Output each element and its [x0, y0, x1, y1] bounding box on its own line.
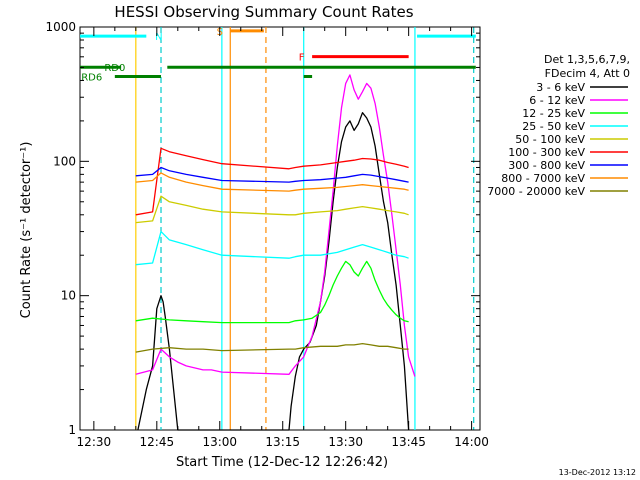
y-axis: 1 10 100 1000 [45, 20, 480, 437]
legend: Det 1,3,5,6,7,9, FDecim 4, Att 0 3 - 6 k… [487, 53, 630, 198]
legend-label-8: 7000 - 20000 keV [487, 185, 585, 198]
series-line-2 [135, 260, 409, 324]
legend-label-2: 12 - 25 keV [522, 107, 585, 120]
legend-label-5: 100 - 300 keV [508, 146, 585, 159]
series-lines [135, 74, 416, 431]
legend-label-7: 800 - 7000 keV [501, 172, 585, 185]
x-axis: 12:30 12:45 13:00 13:15 13:30 13:45 14:00 [77, 27, 489, 449]
y-tick-label-1: 10 [61, 289, 76, 303]
x-tick-label-0: 12:30 [77, 435, 112, 449]
x-tick-label-5: 13:45 [391, 435, 426, 449]
series-line-6 [135, 166, 409, 183]
y-tick-label-2: 100 [53, 154, 76, 168]
observing-flags: NSFRD0RD6 [80, 27, 476, 84]
flag-label-6: RD6 [81, 73, 102, 84]
legend-label-3: 25 - 50 keV [522, 120, 585, 133]
y-tick-label-3: 1000 [45, 20, 76, 34]
series-line-8 [135, 342, 409, 353]
vertical-markers [135, 27, 475, 430]
x-tick-label-1: 12:45 [140, 435, 175, 449]
series-line-5 [135, 147, 409, 216]
x-tick-label-6: 14:00 [454, 435, 489, 449]
plot-frame [79, 26, 481, 431]
x-tick-label-2: 13:00 [202, 435, 237, 449]
legend-label-1: 6 - 12 keV [529, 94, 585, 107]
legend-header-line-2: FDecim 4, Att 0 [545, 67, 630, 80]
x-tick-label-3: 13:15 [265, 435, 300, 449]
series-line-3 [135, 230, 409, 266]
y-tick-label-0: 1 [68, 423, 76, 437]
series-line-7 [135, 172, 409, 192]
legend-header-line-1: Det 1,3,5,6,7,9, [544, 53, 630, 66]
legend-label-4: 50 - 100 keV [515, 133, 585, 146]
x-tick-label-4: 13:30 [328, 435, 363, 449]
series-line-0 [137, 112, 410, 431]
series-line-4 [135, 195, 409, 224]
footer-timestamp: 13-Dec-2012 13:12 [559, 468, 636, 477]
x-axis-label: Start Time (12-Dec-12 12:26:42) [176, 455, 388, 470]
y-axis-label: Count Rate (s⁻¹ detector⁻¹) [19, 142, 34, 319]
series-line-1 [135, 74, 416, 377]
flag-label-4: RD0 [104, 63, 125, 74]
flag-label-0: N [155, 32, 162, 43]
chart-title: HESSI Observing Summary Count Rates [114, 3, 413, 21]
plot-area: NSFRD0RD6 [79, 26, 481, 431]
legend-label-6: 300 - 800 keV [508, 159, 585, 172]
flag-label-3: F [299, 53, 305, 64]
legend-label-0: 3 - 6 keV [536, 81, 585, 94]
